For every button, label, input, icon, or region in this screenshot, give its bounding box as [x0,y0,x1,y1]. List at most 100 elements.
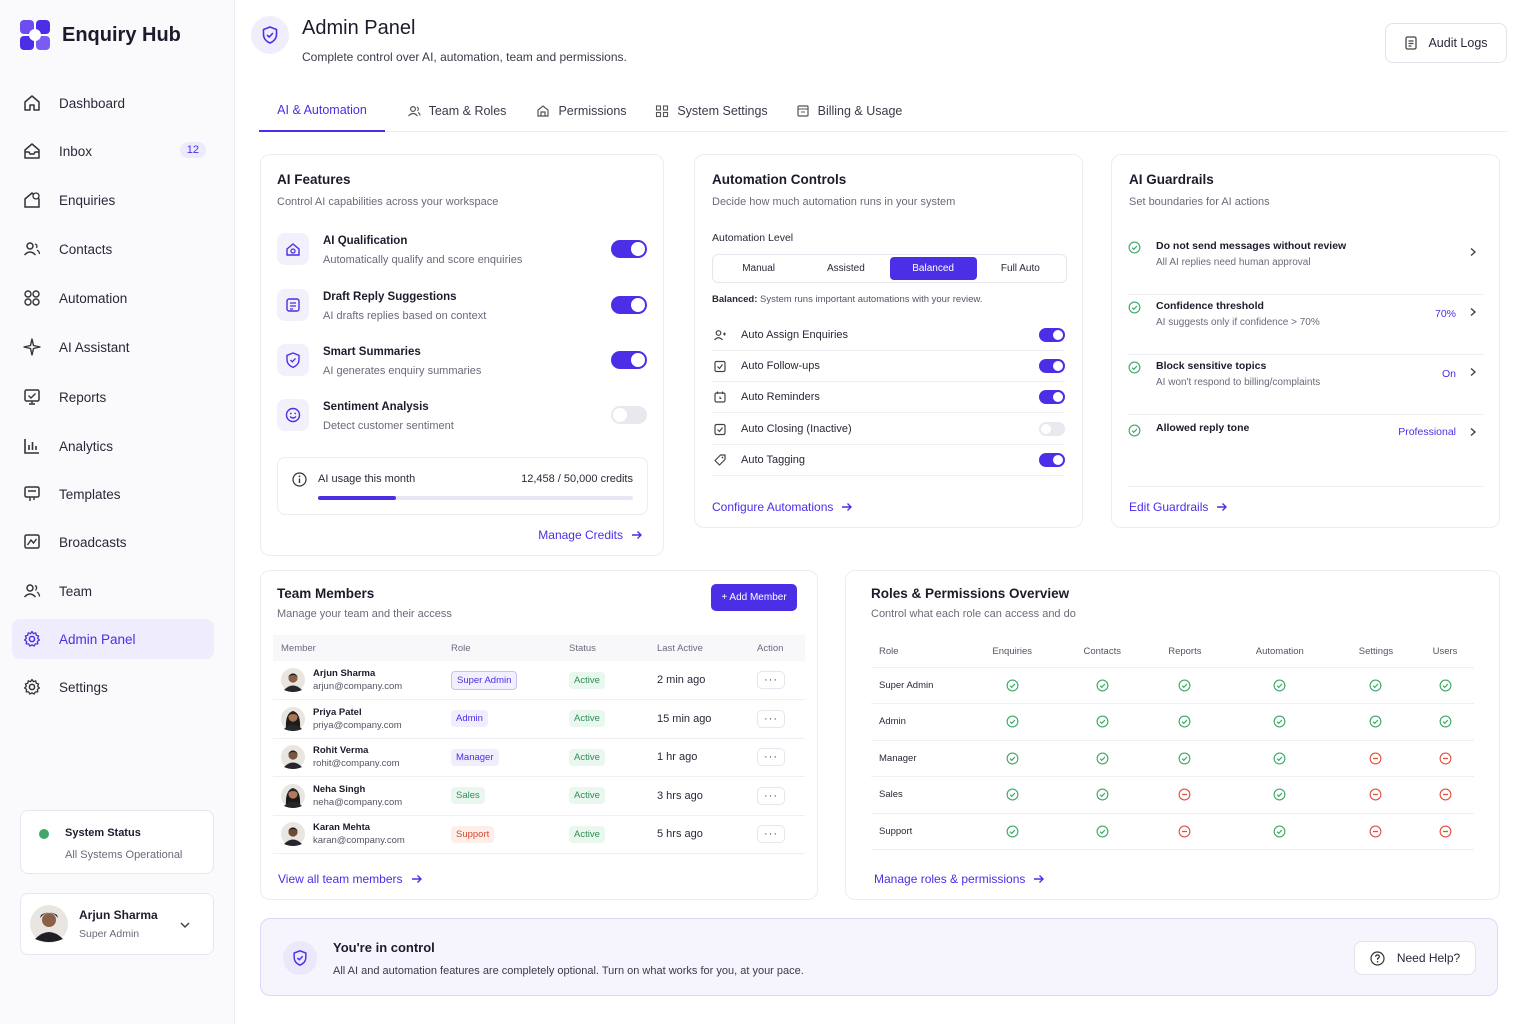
denied-minus-icon[interactable] [1416,740,1474,777]
denied-minus-icon[interactable] [1335,776,1417,814]
denied-minus-icon[interactable] [1416,813,1474,850]
allowed-check-icon[interactable] [1146,740,1224,777]
feature-toggle[interactable] [611,240,647,258]
allowed-check-icon[interactable] [1058,740,1147,777]
allowed-check-icon[interactable] [1335,703,1417,741]
level-option-assisted[interactable]: Assisted [826,263,865,274]
allowed-check-icon[interactable] [1223,703,1336,741]
configure-automations-link[interactable]: Configure Automations [712,500,853,514]
allowed-check-icon[interactable] [966,667,1059,704]
more-actions-button[interactable]: ··· [757,671,785,689]
feature-toggle[interactable] [611,406,647,424]
allowed-check-icon[interactable] [1223,776,1336,814]
allowed-check-icon[interactable] [1058,703,1147,741]
denied-minus-icon[interactable] [1335,740,1417,777]
automation-toggle[interactable] [1039,422,1065,436]
denied-minus-icon[interactable] [1416,776,1474,814]
role-cell: Support [443,815,561,854]
tab-ai-automation[interactable]: AI & Automation [259,90,385,132]
automation-toggle[interactable] [1039,453,1065,467]
manage-roles-link[interactable]: Manage roles & permissions [874,872,1045,886]
sidebar-item-broadcasts[interactable]: Broadcasts [12,522,214,562]
sidebar-item-team[interactable]: Team [12,571,214,611]
tab-system-settings[interactable]: System Settings [649,90,774,132]
automation-toggle[interactable] [1039,328,1065,342]
allowed-check-icon[interactable] [1223,813,1336,850]
avatar [281,822,305,847]
sidebar-item-ai-assistant[interactable]: AI Assistant [12,327,214,367]
automation-row-auto-reminders: Auto Reminders [711,382,1065,413]
ai-features-subtitle: Control AI capabilities across your work… [277,196,499,208]
sidebar-item-inbox[interactable]: Inbox 12 [12,131,214,171]
allowed-check-icon[interactable] [1146,703,1224,741]
sidebar-item-settings[interactable]: Settings [12,667,214,707]
allowed-check-icon[interactable] [1335,667,1417,704]
tab-team-roles[interactable]: Team & Roles [399,90,514,132]
brand[interactable]: Enquiry Hub [20,20,181,50]
team-row[interactable]: Rohit Verma rohit@company.com Manager Activ… [273,738,805,777]
permission-row: Sales [871,776,1474,814]
system-status-card[interactable]: System Status All Systems Operational [20,810,214,874]
sidebar-item-reports[interactable]: Reports [12,377,214,417]
sparkle-icon [22,337,42,357]
automation-toggle[interactable] [1039,390,1065,404]
automation-toggle[interactable] [1039,359,1065,373]
allowed-check-icon[interactable] [966,740,1059,777]
manage-credits-link[interactable]: Manage Credits [538,528,643,542]
tab-permissions[interactable]: Permissions [529,90,634,132]
more-actions-button[interactable]: ··· [757,786,785,805]
perm-col-role: Role [871,637,966,668]
team-row[interactable]: Arjun Sharma arjun@company.com Super Admin… [273,661,805,700]
allowed-check-icon[interactable] [966,813,1059,850]
allowed-check-icon[interactable] [966,703,1059,741]
sidebar-item-admin-panel[interactable]: Admin Panel [12,619,214,659]
sidebar-item-contacts[interactable]: Contacts [12,229,214,269]
team-row[interactable]: Neha Singh neha@company.com Sales Active 3 h… [273,776,805,816]
need-help-button[interactable]: Need Help? [1354,941,1476,975]
level-option-balanced[interactable]: Balanced [889,257,977,280]
feature-desc: Automatically qualify and score enquirie… [323,254,523,266]
audit-logs-button[interactable]: Audit Logs [1385,23,1507,63]
guardrail-confidence-threshold[interactable]: Confidence threshold AI suggests only if … [1128,295,1484,355]
guardrail-block-sensitive-topics[interactable]: Block sensitive topics AI won't respond t… [1128,355,1484,415]
denied-minus-icon[interactable] [1146,776,1224,814]
allowed-check-icon[interactable] [1058,813,1147,850]
allowed-check-icon[interactable] [1223,740,1336,777]
sidebar-item-automation[interactable]: Automation [12,278,214,318]
denied-minus-icon[interactable] [1335,813,1417,850]
guardrail-do-not-send-messages-without-review[interactable]: Do not send messages without review All A… [1128,235,1484,295]
more-actions-button[interactable]: ··· [757,709,785,728]
level-option-full-auto[interactable]: Full Auto [1000,263,1040,274]
tab-billing-usage[interactable]: Billing & Usage [789,90,909,132]
feature-title: Smart Summaries [323,346,421,358]
allowed-check-icon[interactable] [1416,667,1474,704]
more-actions-button[interactable]: ··· [757,748,785,767]
chevron-down-icon[interactable] [179,919,191,931]
feature-toggle[interactable] [611,296,647,314]
add-member-button[interactable]: + Add Member [711,584,797,611]
user-card[interactable]: Arjun Sharma Super Admin [20,893,214,955]
guardrail-allowed-reply-tone[interactable]: Allowed reply tone Professional [1128,417,1484,477]
allowed-check-icon[interactable] [1058,776,1147,814]
edit-guardrails-link[interactable]: Edit Guardrails [1129,500,1228,514]
denied-minus-icon[interactable] [1146,813,1224,850]
sentiment-icon [277,399,309,431]
sidebar-item-analytics[interactable]: Analytics [12,426,214,466]
level-option-manual[interactable]: Manual [742,263,776,274]
sidebar-item-templates[interactable]: Templates [12,474,214,514]
view-all-team-link[interactable]: View all team members [278,872,423,886]
allowed-check-icon[interactable] [1416,703,1474,741]
team-row[interactable]: Karan Mehta karan@company.com Support Activ… [273,815,805,854]
sidebar-item-enquiries[interactable]: Enquiries [12,180,214,220]
team-row[interactable]: Priya Patel priya@company.com Admin Active 1… [273,699,805,739]
qualification-icon [277,233,309,265]
more-actions-button[interactable]: ··· [757,825,785,844]
allowed-check-icon[interactable] [1058,667,1147,704]
allowed-check-icon[interactable] [966,776,1059,814]
ai-usage-box: AI usage this month 12,458 / 50,000 cred… [277,457,648,515]
role-cell: Admin [443,699,561,739]
sidebar-item-dashboard[interactable]: Dashboard [12,83,214,123]
allowed-check-icon[interactable] [1146,667,1224,704]
feature-toggle[interactable] [611,351,647,369]
allowed-check-icon[interactable] [1223,667,1336,704]
